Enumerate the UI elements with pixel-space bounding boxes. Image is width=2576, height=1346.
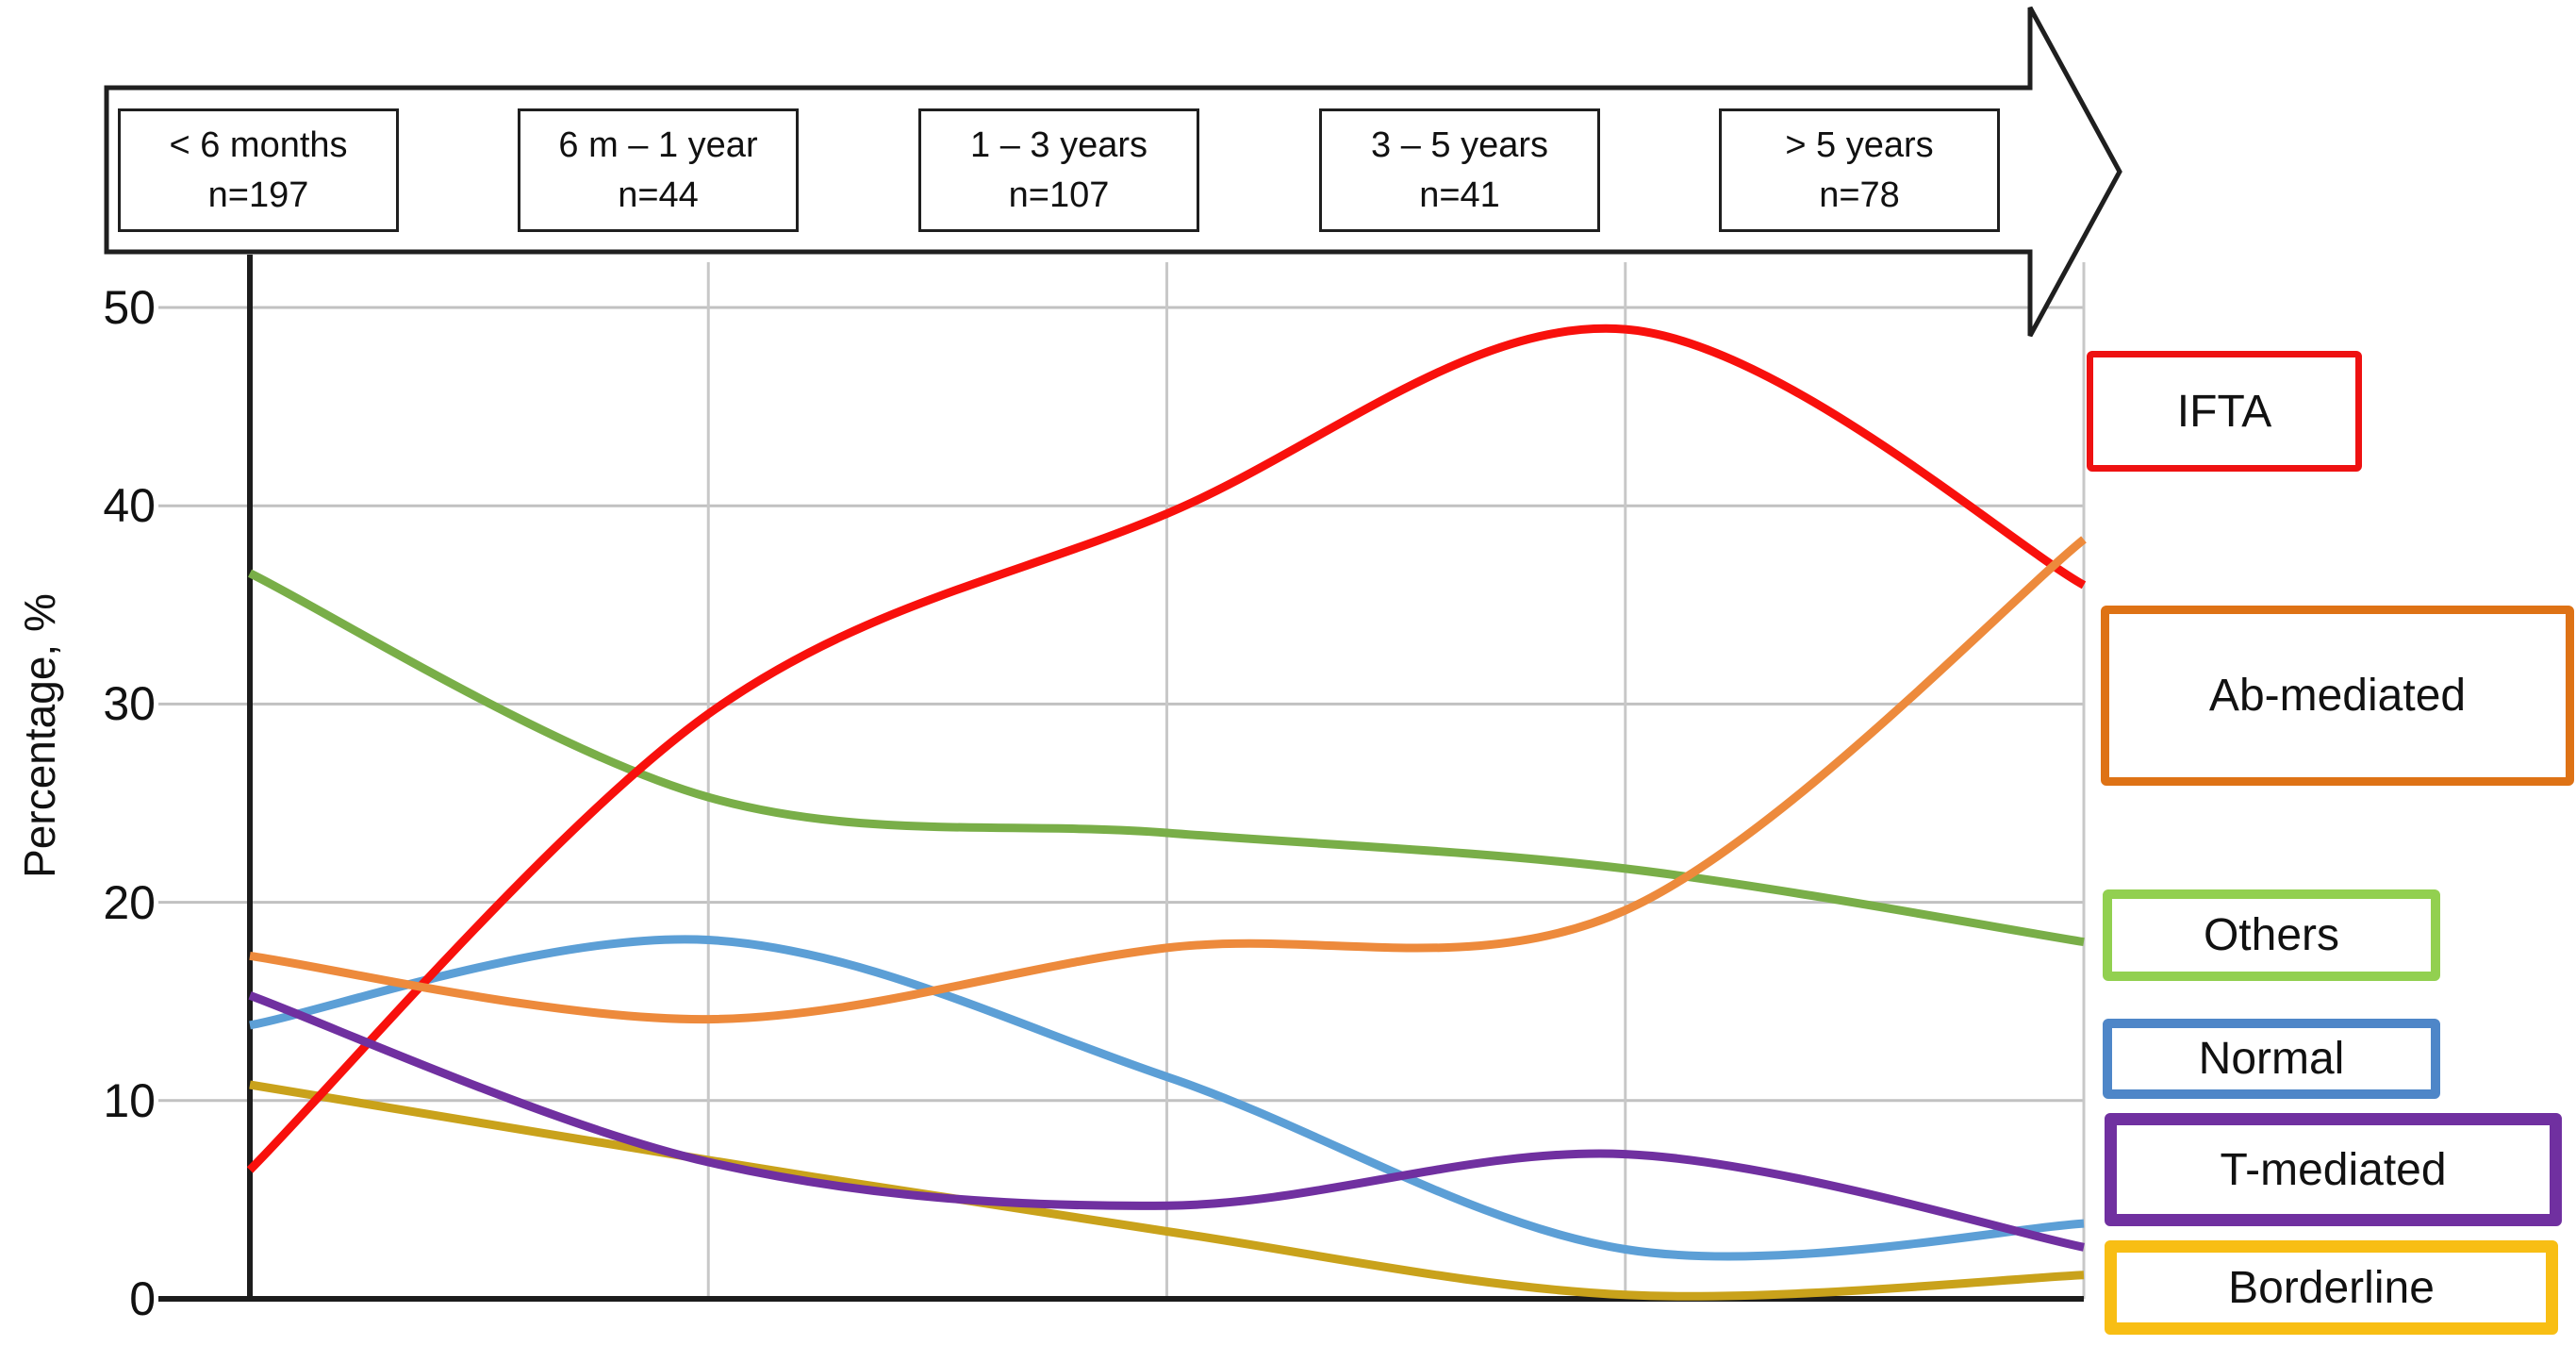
- y-tick-label: 20: [103, 875, 156, 929]
- series-line-ifta: [246, 324, 2087, 1173]
- legend-item-t-mediated: T-mediated: [2105, 1113, 2562, 1226]
- y-tick-label: 50: [103, 281, 156, 334]
- legend-item-label: IFTA: [2176, 386, 2272, 437]
- timeline-group-box: 1 – 3 years n=107: [918, 108, 1199, 232]
- legend-item-label: Others: [2203, 910, 2340, 960]
- legend-item-label: Normal: [2198, 1034, 2345, 1084]
- timeline-group-label: 6 m – 1 year: [558, 125, 758, 166]
- timeline-group-box: 3 – 5 years n=41: [1319, 108, 1600, 232]
- timeline-group-box: 6 m – 1 year n=44: [518, 108, 799, 232]
- y-tick-label: 10: [103, 1073, 156, 1127]
- series-line-t-mediated: [248, 991, 2085, 1252]
- timeline-group-n: n=44: [618, 174, 699, 215]
- timeline-group-n: n=197: [207, 174, 309, 215]
- series-line-normal: [249, 935, 2085, 1261]
- legend-item-label: T-mediated: [2220, 1144, 2447, 1195]
- legend-item-ifta: IFTA: [2087, 351, 2362, 472]
- timeline-group-label: 3 – 5 years: [1371, 125, 1548, 166]
- timeline-group-n: n=41: [1419, 174, 1500, 215]
- timeline-group-box: < 6 months n=197: [118, 108, 399, 232]
- timeline-group-box: > 5 years n=78: [1719, 108, 2000, 232]
- timeline-group-label: < 6 months: [169, 125, 348, 166]
- timeline-group-label: > 5 years: [1785, 125, 1934, 166]
- series-line-others: [248, 569, 2085, 947]
- timeline-group-n: n=78: [1819, 174, 1900, 215]
- legend-item-others: Others: [2103, 889, 2440, 981]
- legend-item-ab-mediated: Ab-mediated: [2101, 606, 2574, 786]
- y-tick-label: 30: [103, 677, 156, 731]
- y-tick-label: 0: [129, 1272, 156, 1325]
- y-axis-title: Percentage, %: [15, 593, 64, 878]
- series-line-ab-mediated: [249, 536, 2087, 1024]
- legend-item-label: Borderline: [2228, 1262, 2435, 1313]
- timeline-group-label: 1 – 3 years: [970, 125, 1148, 166]
- y-tick-label: 40: [103, 479, 156, 533]
- timeline-group-n: n=107: [1008, 174, 1110, 215]
- legend-item-borderline: Borderline: [2105, 1240, 2558, 1335]
- legend-item-normal: Normal: [2103, 1019, 2440, 1099]
- legend-item-label: Ab-mediated: [2208, 671, 2467, 721]
- series-line-borderline: [249, 1080, 2085, 1301]
